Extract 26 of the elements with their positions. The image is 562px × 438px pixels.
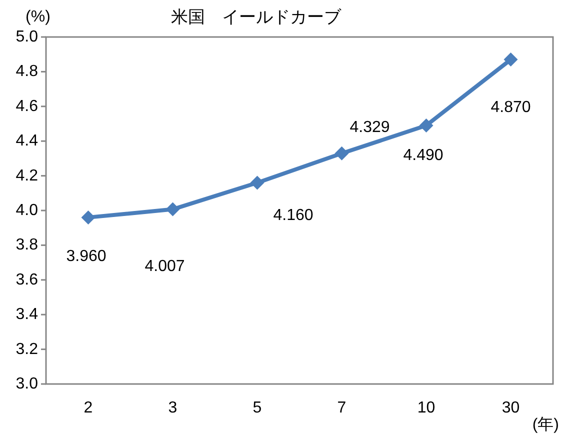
x-tick-label: 5	[252, 400, 262, 416]
y-tick-label: 4.2	[16, 167, 38, 184]
data-label: 4.329	[350, 118, 390, 136]
y-tick-label: 4.8	[16, 63, 38, 80]
x-tick-label: 10	[417, 400, 436, 416]
y-tick-label: 3.0	[16, 376, 38, 392]
x-tick-label: 7	[337, 400, 346, 416]
x-tick-label: 2	[84, 400, 93, 416]
y-tick-label: 4.6	[16, 98, 38, 115]
x-axis-title: (年)	[532, 416, 559, 434]
title: 米国 イールドカーブ	[171, 8, 341, 26]
data-label: 4.870	[490, 99, 531, 116]
data-label: 4.007	[144, 258, 185, 275]
y-tick-label: 3.2	[16, 340, 38, 358]
data-label: 3.960	[66, 248, 106, 265]
data-label: 4.490	[403, 146, 444, 164]
x-tick-label: 30	[502, 400, 520, 416]
y-tick-label: 4.4	[16, 132, 38, 150]
y-tick-label: 3.4	[16, 306, 38, 324]
y-tick-label: 3.6	[16, 271, 38, 288]
y-axis-title: (%)	[26, 8, 50, 26]
data-label: 4.160	[273, 207, 314, 224]
x-tick-label: 3	[168, 400, 178, 416]
y-tick-label: 3.8	[16, 236, 38, 254]
y-tick-label: 5.0	[16, 28, 38, 46]
y-tick-label: 4.0	[16, 202, 38, 219]
